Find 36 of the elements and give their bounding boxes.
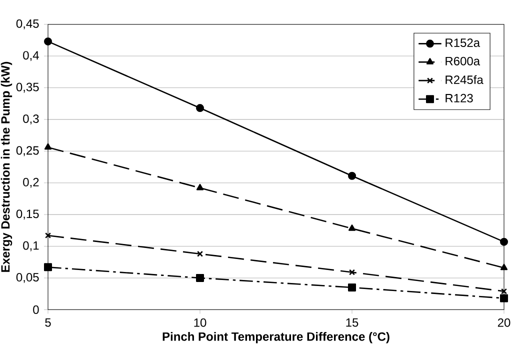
x-axis-title: Pinch Point Temperature Difference (°C) (162, 332, 390, 344)
y-tick-label: 0,15 (16, 210, 39, 220)
x-tick-label: 5 (45, 318, 51, 327)
y-tick-label: 0,2 (23, 178, 39, 188)
point (196, 250, 204, 257)
point (44, 143, 52, 150)
y-tick-label: 0,35 (16, 82, 39, 93)
point (348, 283, 356, 292)
point (348, 224, 356, 231)
point (196, 104, 204, 112)
y-tick-label: 0,1 (23, 241, 39, 252)
point (500, 288, 508, 294)
point (500, 264, 508, 270)
legend-label: R123 (446, 94, 473, 102)
y-tick-label: 0 (33, 305, 39, 314)
legend-label: R600a (446, 56, 480, 66)
y-tick-label: 0,3 (23, 114, 39, 124)
point (44, 37, 52, 46)
legend-label: R152a (446, 38, 480, 47)
point (44, 263, 52, 272)
point (196, 184, 204, 190)
point (348, 172, 356, 180)
x-tick-label: 10 (194, 318, 206, 327)
point (196, 274, 204, 282)
legend-label: R245fa (446, 75, 484, 84)
y-tick-label: 0,4 (23, 51, 39, 61)
y-tick-label: 0,25 (16, 146, 39, 156)
y-tick-label: 0,45 (16, 19, 39, 30)
x-tick-label: 15 (346, 318, 358, 327)
point (500, 238, 508, 246)
y-axis-title: Exergy Destruction in the Pump (kW) (0, 62, 12, 272)
point (348, 269, 356, 276)
x-tick-label: 20 (498, 318, 510, 327)
point (44, 232, 52, 239)
point (500, 294, 508, 302)
y-tick-label: 0,05 (16, 273, 39, 283)
